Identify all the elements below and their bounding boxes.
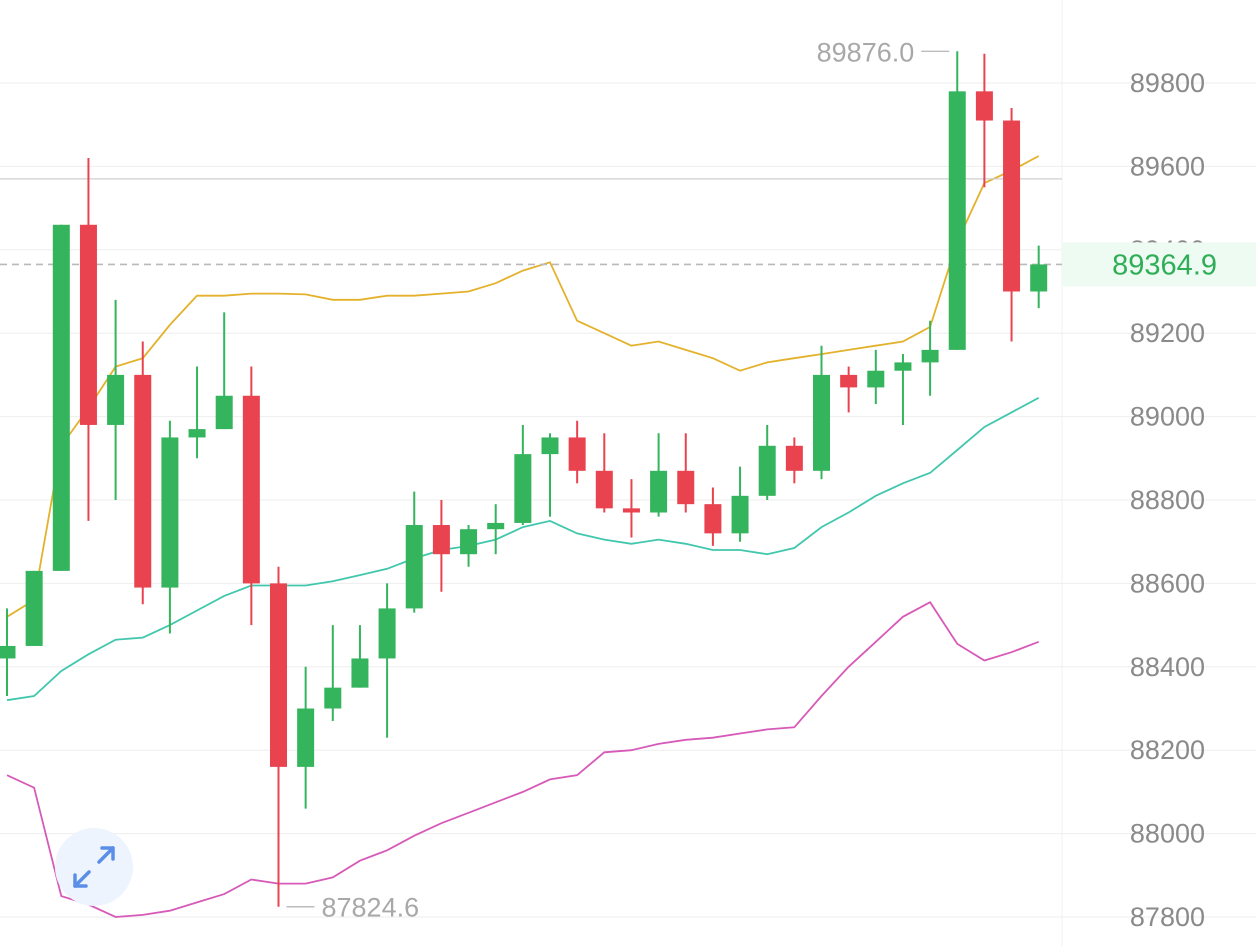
candle-body-up	[731, 495, 749, 534]
candle-body-down	[134, 374, 152, 588]
y-tick-label: 88000	[1130, 819, 1205, 849]
candle-body-up	[0, 645, 16, 659]
expand-button[interactable]	[55, 828, 133, 906]
candle-body-up	[52, 224, 70, 571]
y-tick-label: 89800	[1130, 68, 1205, 98]
candle-body-up	[107, 374, 125, 425]
candle-body-up	[161, 437, 179, 588]
candle-body-down	[622, 508, 640, 513]
upper-band-line	[6, 155, 1040, 618]
candle-body-up	[813, 374, 830, 471]
candle-body-down	[704, 504, 722, 534]
candle-body-up	[215, 395, 233, 430]
y-tick-label: 88400	[1130, 652, 1205, 682]
candle-body-up	[514, 454, 532, 523]
candle-body-down	[975, 91, 993, 121]
y-tick-label: 89000	[1130, 402, 1205, 432]
y-tick-label: 87800	[1130, 902, 1205, 932]
y-tick-label: 88200	[1130, 735, 1205, 765]
current-price-label: 89364.9	[1112, 249, 1217, 281]
candle-body-up	[894, 362, 912, 371]
candlesticks	[0, 51, 1048, 907]
candle-body-down	[432, 525, 450, 555]
candle-body-down	[595, 470, 613, 509]
candle-body-down	[840, 374, 858, 388]
candle-body-up	[1030, 264, 1048, 292]
candle-body-up	[867, 370, 885, 388]
candle-body-down	[568, 437, 586, 471]
candle-body-up	[188, 429, 206, 438]
candle-body-up	[297, 708, 315, 767]
candle-body-up	[758, 445, 776, 496]
max-price-label: 89876.0	[817, 37, 915, 67]
candle-body-up	[324, 687, 342, 709]
candle-body-up	[351, 658, 369, 688]
candle-body-down	[1003, 120, 1021, 292]
candle-body-up	[948, 91, 966, 350]
lower-band-line	[6, 601, 1040, 918]
candle-body-up	[921, 349, 939, 363]
candle-body-up	[405, 525, 423, 609]
candle-body-down	[79, 224, 97, 425]
current-price-badge	[1062, 242, 1256, 287]
bollinger-bands	[6, 155, 1040, 918]
expand-arrows-icon	[73, 846, 115, 888]
reference-lines	[0, 178, 1062, 266]
candle-body-down	[785, 445, 803, 471]
candle-body-up	[378, 608, 396, 659]
y-tick-label: 89200	[1130, 318, 1205, 348]
candle-body-up	[25, 570, 43, 646]
min-price-label: 87824.6	[322, 893, 420, 923]
extreme-markers: 89876.0 87824.6	[286, 37, 950, 923]
candle-body-up	[650, 470, 668, 513]
candle-body-down	[677, 470, 695, 505]
y-tick-label: 88600	[1130, 568, 1205, 598]
candle-body-down	[270, 583, 287, 767]
candle-body-up	[460, 529, 478, 555]
y-tick-label: 88800	[1130, 485, 1205, 515]
middle-band-line	[6, 397, 1040, 702]
price-axis: 8980089600894008920089000888008860088400…	[1062, 68, 1256, 932]
y-tick-label: 89600	[1130, 151, 1205, 181]
candle-body-up	[541, 437, 559, 455]
candle-body-down	[242, 395, 260, 584]
candle-body-up	[487, 522, 505, 530]
